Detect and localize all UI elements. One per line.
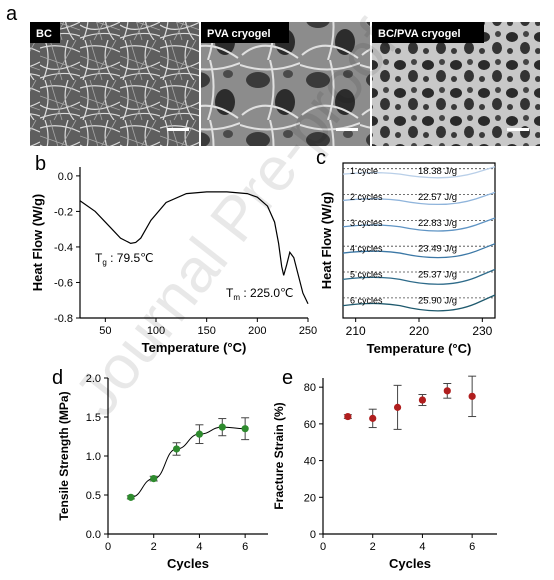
series-label: 5 cycles [350,269,383,279]
y-tick-label: -0.2 [54,206,73,218]
y-axis-label: Heat Flow (W/g) [319,192,334,290]
enthalpy-label: 22.83 J/g [418,218,457,229]
panel-letter-d: d [52,367,63,389]
chart-e: 0 20 40 60 80 0 2 4 6 Cycles Fracture Strain (%) [272,375,497,571]
data-point [443,387,451,395]
sem-image-bc: BC [30,22,199,146]
data-point [369,414,377,422]
scale-bar [167,128,189,131]
sem-image-bc-pva-cryogel: BC/PVA cryogel [372,22,540,146]
series-line [79,191,309,305]
y-tick-label: 0 [310,529,316,541]
x-tick-label: 230 [472,324,492,338]
sem-image-pva-cryogel: PVA cryogel [201,22,370,146]
y-tick-label: 40 [304,456,316,468]
annotation-sub: m [233,293,240,302]
series-curve [342,166,496,179]
enthalpy-label: 25.37 J/g [418,269,457,280]
y-tick-label: 1.5 [86,412,101,424]
x-tick-label: 200 [248,325,266,337]
enthalpy-label: 23.49 J/g [418,244,457,255]
sem-label-pva-cryogel: PVA cryogel [207,28,271,40]
x-tick-label: 210 [346,324,366,338]
data-point [418,396,427,404]
x-tick-label: 100 [147,325,165,337]
panel-letter-e: e [282,367,293,389]
enthalpy-label: 25.90 J/g [418,295,457,306]
enthalpy-label: 22.57 J/g [418,192,457,203]
data-point [393,403,402,411]
chart-d: 0.0 0.5 1.0 1.5 2.0 0 2 4 6 Cycles Tensile Strengt… [57,373,268,571]
panel-letter-c: c [316,147,326,169]
chart-b: 0.0 -0.2 -0.4 -0.6 -0.8 50 100 150 200 250 Tempera… [30,167,317,355]
annotation-value: : 79.5℃ [107,251,154,265]
x-tick-label: 2 [370,541,376,553]
y-axis-label: Tensile Strength (MPa) [57,391,71,520]
scale-bar [507,128,529,131]
data-point [468,392,476,400]
data-point [127,493,135,501]
x-tick-label: 4 [196,541,202,553]
y-tick-label: -0.4 [54,242,73,254]
series-curve [342,243,496,259]
enthalpy-label: 18.38 J/g [418,166,457,177]
y-axis-label: Heat Flow (W/g) [30,194,45,292]
series-curve [342,294,496,312]
x-axis-label: Temperature (°C) [142,340,247,355]
y-tick-label: 2.0 [86,373,101,385]
series-label: 3 cycles [350,218,383,228]
y-axis-label: Fracture Strain (%) [272,402,286,509]
series-label: 1 cycle [350,166,378,176]
panel-letter-a: a [6,3,18,25]
y-tick-label: 0.0 [58,171,73,183]
series-curve [342,191,496,206]
y-tick-label: 80 [304,382,316,394]
x-tick-label: 6 [469,541,475,553]
series-curve [342,217,496,232]
data-point [195,430,204,438]
data-point [218,423,226,431]
data-point [344,412,352,421]
series-label: 4 cycles [350,244,383,254]
sem-label-bc: BC [36,28,52,40]
x-tick-label: 0 [320,541,326,553]
series-label: 6 cycles [350,295,383,305]
annotation-sub: g [102,258,106,267]
series-label: 2 cycles [350,192,383,202]
y-tick-label: 1.0 [86,451,101,463]
series-curve [342,268,496,285]
annotation-value: : 225.0℃ [240,286,294,300]
scale-bar [336,128,358,131]
x-axis-label: Cycles [389,556,431,571]
x-tick-label: 50 [99,325,111,337]
x-axis-label: Cycles [167,556,209,571]
x-tick-label: 6 [242,541,248,553]
panel-letter-b: b [35,153,46,175]
y-tick-label: 0.5 [86,490,101,502]
x-tick-label: 4 [419,541,425,553]
chart-c: 1 cycle 18.38 J/g 2 cycles 22.57 J/g 3 cycle… [319,162,496,356]
annotation: Tg : 79.5℃ [95,251,154,267]
fit-curve [130,426,246,498]
y-tick-label: -0.6 [54,277,73,289]
data-point [172,445,181,453]
annotation: Tm : 225.0℃ [226,286,294,302]
x-axis-label: Temperature (°C) [367,341,472,356]
x-tick-label: 2 [151,541,157,553]
y-tick-label: 0.0 [86,529,101,541]
sem-label-bc-pva-cryogel: BC/PVA cryogel [378,28,461,40]
data-point [241,425,249,433]
x-tick-label: 150 [197,325,215,337]
y-tick-label: 60 [304,419,316,431]
x-tick-label: 0 [105,541,111,553]
y-tick-label: 20 [304,492,316,504]
data-point [150,475,158,483]
x-tick-label: 250 [299,325,317,337]
x-tick-label: 220 [409,324,429,338]
y-tick-label: -0.8 [54,313,73,325]
